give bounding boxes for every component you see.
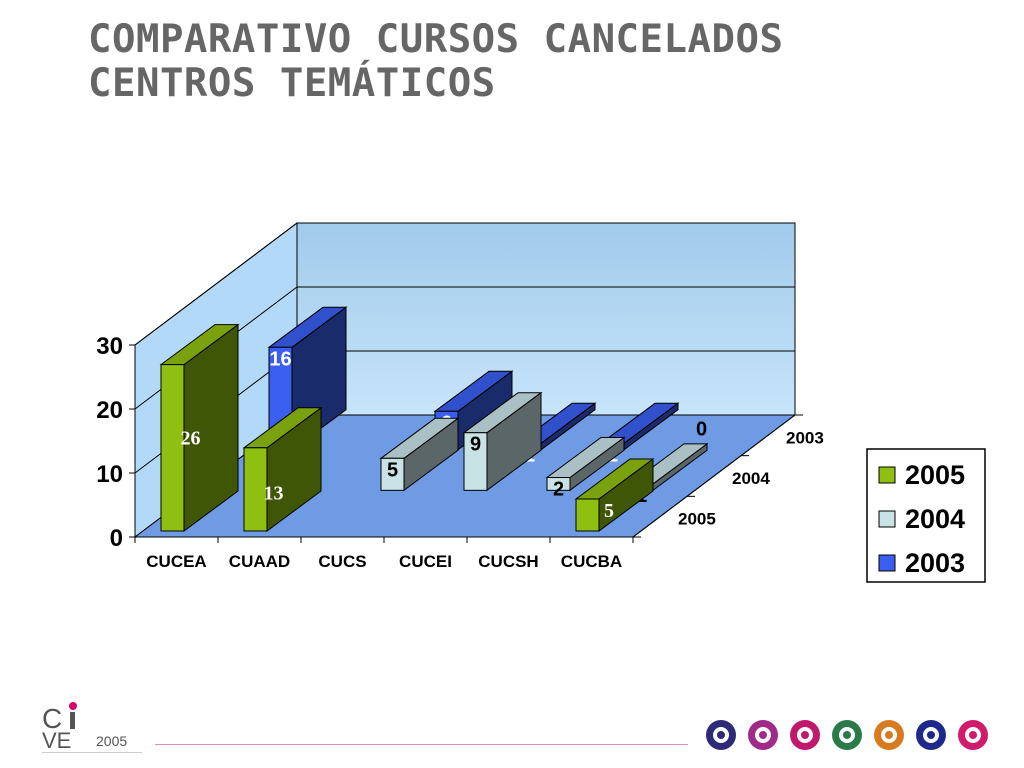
checker-icon (874, 720, 904, 750)
logo-graphic: C VE 2005 (42, 702, 142, 753)
logo-mark: C (42, 703, 62, 734)
x-tick-label: CUCS (318, 552, 366, 571)
series-group-2005: 26 13 5 (159, 323, 655, 532)
x-tick-label: CUCSH (478, 552, 538, 571)
x-tick-label: CUCEA (146, 552, 206, 571)
bar (243, 447, 268, 532)
y-tick-label: 10 (96, 461, 123, 488)
legend-swatch (878, 510, 896, 528)
x-tick-label: CUCEI (399, 552, 452, 571)
data-label: 9 (470, 434, 481, 456)
burst-icon-core (969, 731, 977, 739)
logo-dot (69, 702, 77, 710)
footer-divider (155, 744, 688, 745)
star-icon-core (759, 731, 767, 739)
spiral-icon-core (801, 731, 809, 739)
logo-mark-ve: VE (42, 728, 71, 753)
dot-icon-core (927, 731, 935, 739)
slide-title: COMPARATIVO CURSOS CANCELADOS CENTROS TE… (88, 18, 783, 106)
data-label: 13 (264, 482, 284, 504)
data-label: 16 (269, 348, 291, 370)
data-label: 0 (696, 419, 707, 441)
target-icon-center (713, 727, 729, 743)
pentagon-icon-center (839, 727, 855, 743)
chart-back-wall (296, 222, 796, 416)
pentagon-icon-core (843, 731, 851, 739)
pentagon-icon (832, 720, 862, 750)
burst-icon (958, 720, 988, 750)
depth-axis-label: 2004 (732, 469, 770, 488)
dot-icon-center (923, 727, 939, 743)
bar (380, 457, 405, 491)
y-tick-label: 20 (96, 397, 123, 424)
bar (575, 498, 600, 532)
legend-swatch (878, 554, 896, 572)
dot-icon (916, 720, 946, 750)
slide-title-line2: CENTROS TEMÁTICOS (88, 61, 496, 106)
burst-icon-center (965, 727, 981, 743)
bar (160, 364, 185, 532)
target-icon (706, 720, 736, 750)
y-tick-label: 30 (96, 333, 123, 360)
spiral-icon (790, 720, 820, 750)
data-label: 26 (181, 428, 201, 450)
data-label: 5 (387, 459, 398, 481)
x-tick-label: CUAAD (229, 552, 290, 571)
gridline (134, 222, 795, 346)
logo: C VE 2005 (40, 700, 160, 760)
logo-mark-year: 2005 (96, 733, 127, 749)
bar (546, 477, 571, 491)
legend-label: 2003 (905, 548, 965, 578)
star-icon-center (755, 727, 771, 743)
star-icon (748, 720, 778, 750)
checker-icon-core (885, 731, 893, 739)
checker-icon-center (881, 727, 897, 743)
data-label: 5 (604, 500, 614, 522)
y-tick-label: 0 (110, 525, 123, 552)
bar (463, 432, 488, 491)
depth-axis-line (632, 414, 796, 538)
legend-label: 2004 (905, 504, 965, 534)
spiral-icon-center (797, 727, 813, 743)
logo-mark-i (70, 712, 75, 729)
logo-underline (42, 752, 142, 753)
x-tick-label: CUCBA (561, 552, 622, 571)
depth-axis-label: 2003 (786, 428, 824, 447)
data-label: 2 (553, 479, 564, 501)
legend-swatch (878, 466, 896, 484)
slide-title-line1: COMPARATIVO CURSOS CANCELADOS (88, 17, 784, 62)
depth-axis-label: 2005 (678, 510, 716, 529)
legend-label: 2005 (905, 460, 965, 490)
target-icon-core (717, 731, 725, 739)
